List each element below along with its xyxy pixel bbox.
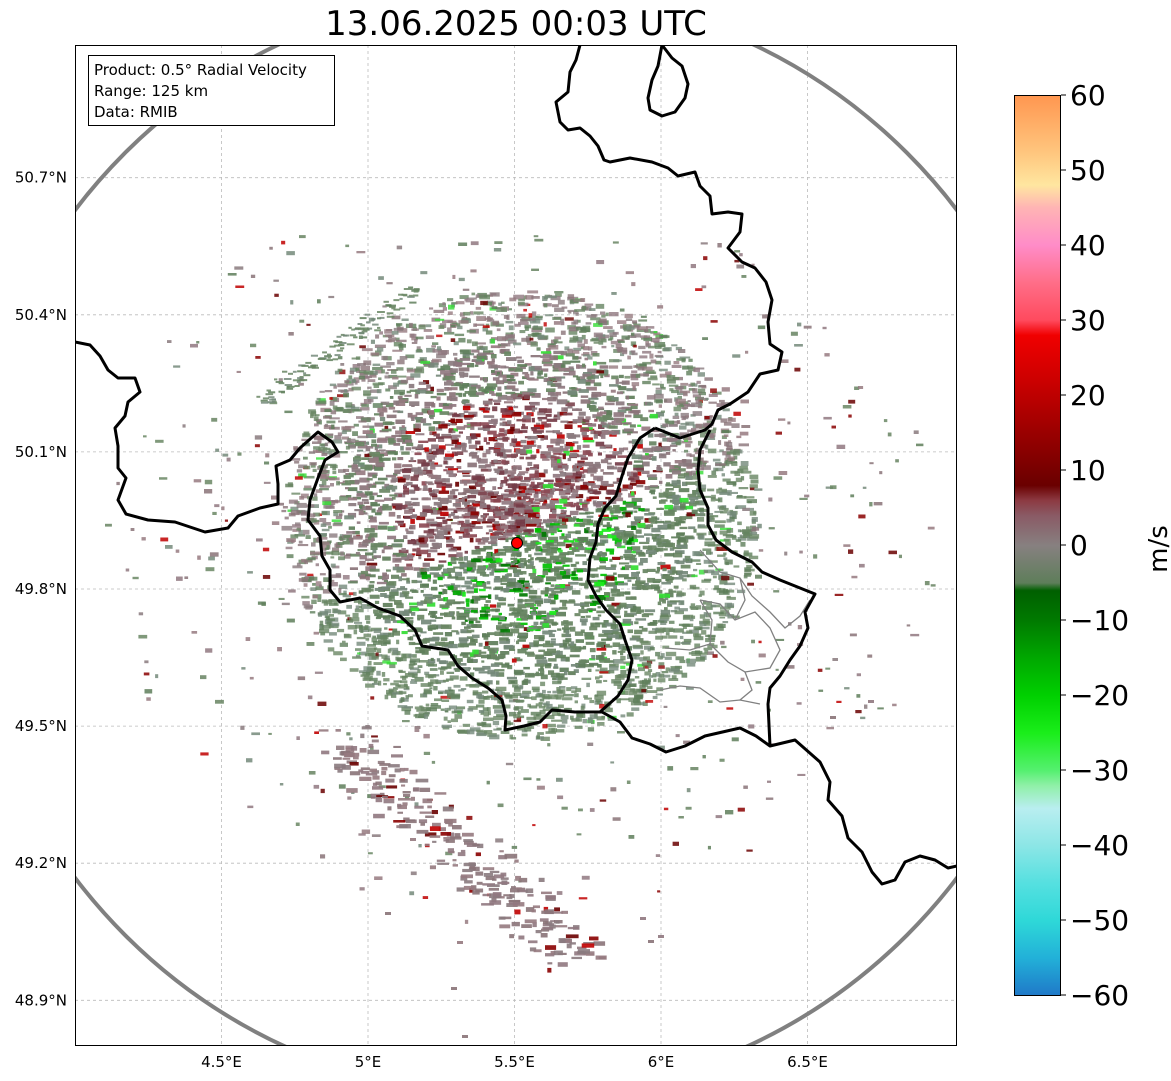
- lat-tick-label: 49.8°N: [15, 580, 67, 598]
- colorbar-tick-label: 40: [1070, 229, 1106, 262]
- colorbar-gradient: [1014, 95, 1061, 996]
- colorbar-unit-label: m/s: [1144, 525, 1171, 573]
- lon-tick-label: 5°E: [355, 1053, 382, 1071]
- colorbar-tick-label: −30: [1070, 754, 1129, 787]
- colorbar-ticks: 60 50 40 30 20 10 0 −10 −20 −30 −40 −50 −60: [1061, 79, 1129, 1012]
- national-borders: [75, 45, 957, 886]
- colorbar-frame: [1014, 95, 1061, 996]
- colorbar-tick-label: 50: [1070, 154, 1106, 187]
- colorbar-tick-label: 10: [1070, 454, 1106, 487]
- colorbar-tick-label: −40: [1070, 829, 1129, 862]
- lon-tick-label: 6.5°E: [787, 1053, 828, 1071]
- colorbar: 60 50 40 30 20 10 0 −10 −20 −30 −40 −50 −60: [1014, 79, 1129, 1012]
- longitude-tick-labels: 4.5°E 5°E 5.5°E 6°E 6.5°E: [201, 1053, 828, 1071]
- lat-tick-label: 49.5°N: [15, 717, 67, 735]
- colorbar-tick-label: 60: [1070, 79, 1106, 112]
- plot-frame: [75, 45, 957, 1046]
- colorbar-tick-label: 0: [1070, 529, 1088, 562]
- lat-tick-label: 50.1°N: [15, 443, 67, 461]
- info-line-data: Data: RMIB: [94, 103, 178, 121]
- lon-tick-label: 4.5°E: [201, 1053, 242, 1071]
- radar-site-marker: [511, 537, 523, 549]
- latitude-tick-labels: 50.7°N 50.4°N 50.1°N 49.8°N 49.5°N 49.2°N 48.9…: [15, 169, 67, 1010]
- info-line-product: Product: 0.5° Radial Velocity: [94, 61, 307, 79]
- lon-tick-label: 6°E: [648, 1053, 675, 1071]
- lat-tick-label: 50.7°N: [15, 169, 67, 187]
- info-line-range: Range: 125 km: [94, 82, 208, 100]
- colorbar-tick-label: −60: [1070, 979, 1129, 1012]
- colorbar-tick-label: 30: [1070, 304, 1106, 337]
- lon-tick-label: 5.5°E: [494, 1053, 535, 1071]
- region-subdivisions: [659, 549, 811, 705]
- colorbar-tick-label: −20: [1070, 679, 1129, 712]
- colorbar-tick-label: −50: [1070, 904, 1129, 937]
- colorbar-tick-label: 20: [1070, 379, 1106, 412]
- lat-tick-label: 48.9°N: [15, 991, 67, 1009]
- map-title: 13.06.2025 00:03 UTC: [325, 4, 707, 44]
- colorbar-tick-label: −10: [1070, 604, 1129, 637]
- info-box: Product: 0.5° Radial Velocity Range: 125…: [88, 55, 335, 126]
- lat-tick-label: 50.4°N: [15, 306, 67, 324]
- lat-tick-label: 49.2°N: [15, 854, 67, 872]
